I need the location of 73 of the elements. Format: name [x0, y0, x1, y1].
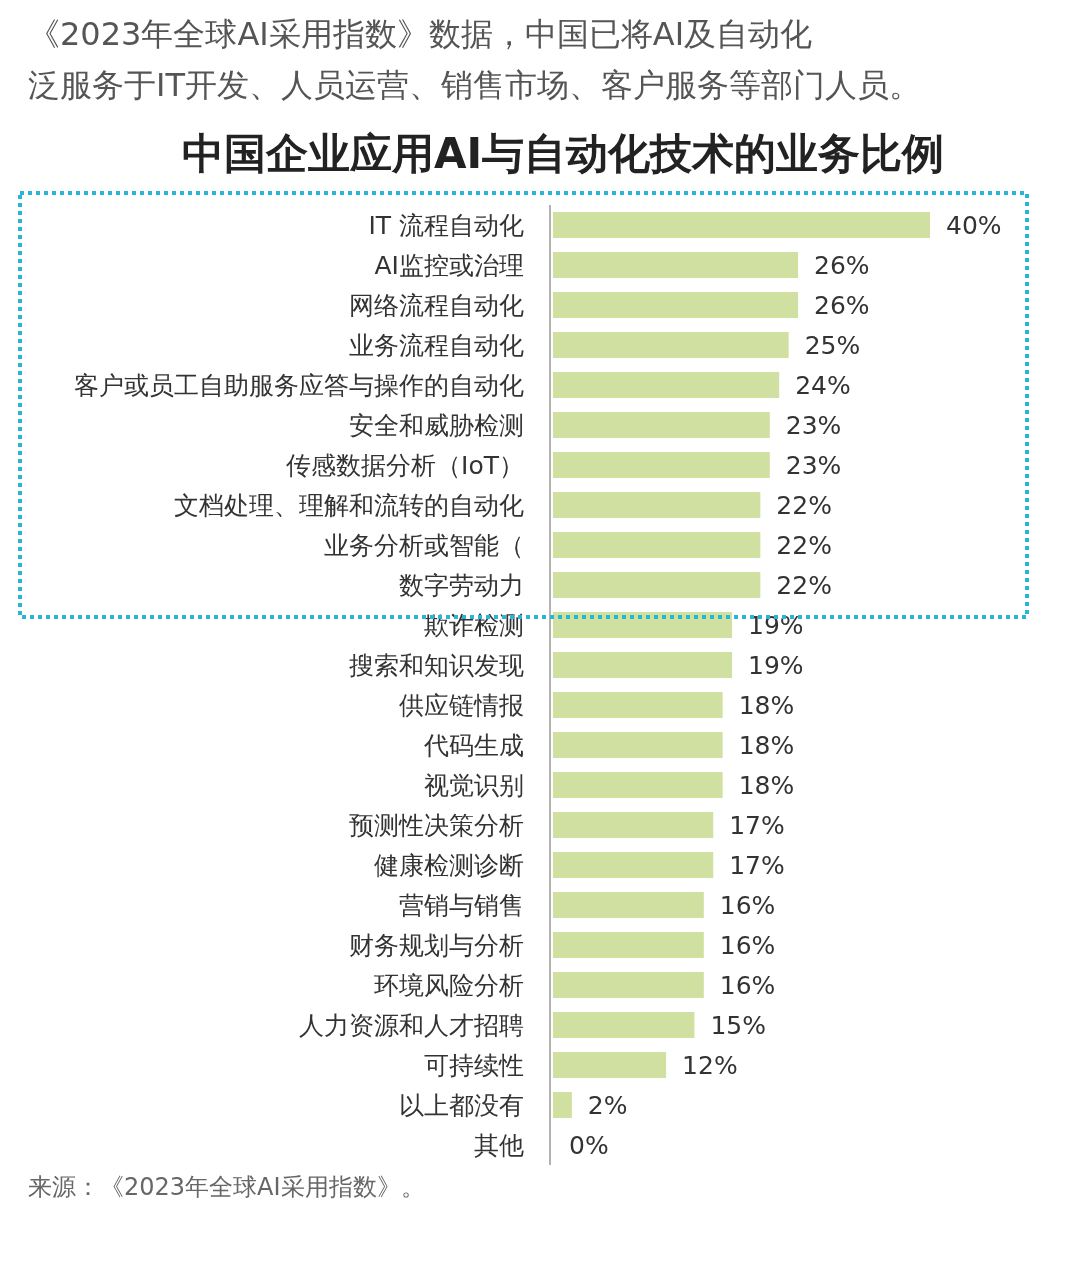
bar: [553, 372, 780, 398]
bar: [553, 492, 761, 518]
data-label: 26%: [814, 291, 870, 320]
data-label: 15%: [710, 1011, 766, 1040]
data-label: 16%: [719, 971, 776, 1000]
y-tick-label: 数字劳动力: [399, 571, 524, 600]
bar: [553, 732, 723, 758]
y-tick-label: 财务规划与分析: [349, 931, 524, 960]
bar: [553, 572, 761, 598]
bar: [553, 652, 733, 678]
text: 《2023年全球AI采用指数》数据，中国已将AI及自动化: [28, 15, 813, 53]
bar: [553, 692, 723, 718]
bar: [553, 812, 714, 838]
y-tick-label: 环境风险分析: [374, 971, 524, 1000]
y-tick-label: IT 流程自动化: [368, 211, 524, 240]
data-label: 18%: [738, 691, 795, 720]
data-label: 16%: [719, 931, 776, 960]
source-note: 来源：《2023年全球AI采用指数》。: [28, 1173, 425, 1201]
data-label: 22%: [776, 571, 832, 600]
data-label: 23%: [785, 411, 842, 440]
y-tick-label: 传感数据分析（IoT）: [286, 451, 524, 480]
y-tick-label: 供应链情报: [399, 691, 524, 720]
data-label: 18%: [738, 731, 795, 760]
y-tick-label: 客户或员工自助服务应答与操作的自动化: [74, 371, 524, 400]
data-label: 19%: [748, 651, 804, 680]
data-label: 24%: [795, 371, 851, 400]
bar: [553, 612, 733, 638]
bar: [553, 332, 789, 358]
bar: [553, 932, 704, 958]
data-label: 23%: [785, 451, 842, 480]
data-label: 22%: [776, 531, 832, 560]
y-tick-label: AI监控或治理: [374, 251, 524, 280]
bar: [553, 772, 723, 798]
bar: [553, 412, 770, 438]
data-label: 2%: [587, 1091, 628, 1120]
data-label: 18%: [738, 771, 795, 800]
y-tick-label: 健康检测诊断: [374, 851, 524, 880]
bar: [553, 252, 799, 278]
y-tick-label: 文档处理、理解和流转的自动化: [174, 491, 524, 520]
bar: [553, 852, 714, 878]
y-tick-label: 视觉识别: [424, 771, 524, 800]
bar: [553, 212, 930, 238]
bar: [553, 892, 704, 918]
y-tick-label: 可持续性: [424, 1051, 524, 1080]
y-tick-label: 安全和威胁检测: [349, 411, 524, 440]
bar: [553, 1012, 695, 1038]
y-tick-label: 业务分析或智能（: [324, 531, 524, 560]
y-tick-label: 预测性决策分析: [349, 811, 524, 840]
y-tick-label: 营销与销售: [399, 891, 524, 920]
y-tick-label: 人力资源和人才招聘: [299, 1011, 524, 1040]
y-tick-label: 其他: [474, 1131, 524, 1160]
bar: [553, 972, 704, 998]
bar: [553, 292, 799, 318]
text: 泛服务于IT开发、人员运营、销售市场、客户服务等部门人员。: [28, 66, 921, 104]
data-label: 12%: [682, 1051, 738, 1080]
bar: [553, 1092, 572, 1118]
bar: [553, 452, 770, 478]
y-tick-label: 搜索和知识发现: [349, 651, 524, 680]
y-tick-label: 代码生成: [423, 731, 524, 760]
y-tick-label: 网络流程自动化: [349, 291, 524, 320]
chart-title: 中国企业应用AI与自动化技术的业务比例: [181, 129, 945, 178]
data-label: 25%: [804, 331, 861, 360]
data-label: 17%: [729, 851, 785, 880]
data-label: 40%: [946, 211, 1002, 240]
y-tick-label: 业务流程自动化: [349, 331, 524, 360]
data-label: 17%: [729, 811, 785, 840]
data-label: 26%: [814, 251, 870, 280]
bar: [553, 1052, 667, 1078]
bar: [553, 532, 761, 558]
y-tick-label: 以上都没有: [399, 1091, 524, 1120]
data-label: 16%: [719, 891, 776, 920]
data-label: 0%: [569, 1131, 609, 1160]
data-label: 22%: [776, 491, 832, 520]
